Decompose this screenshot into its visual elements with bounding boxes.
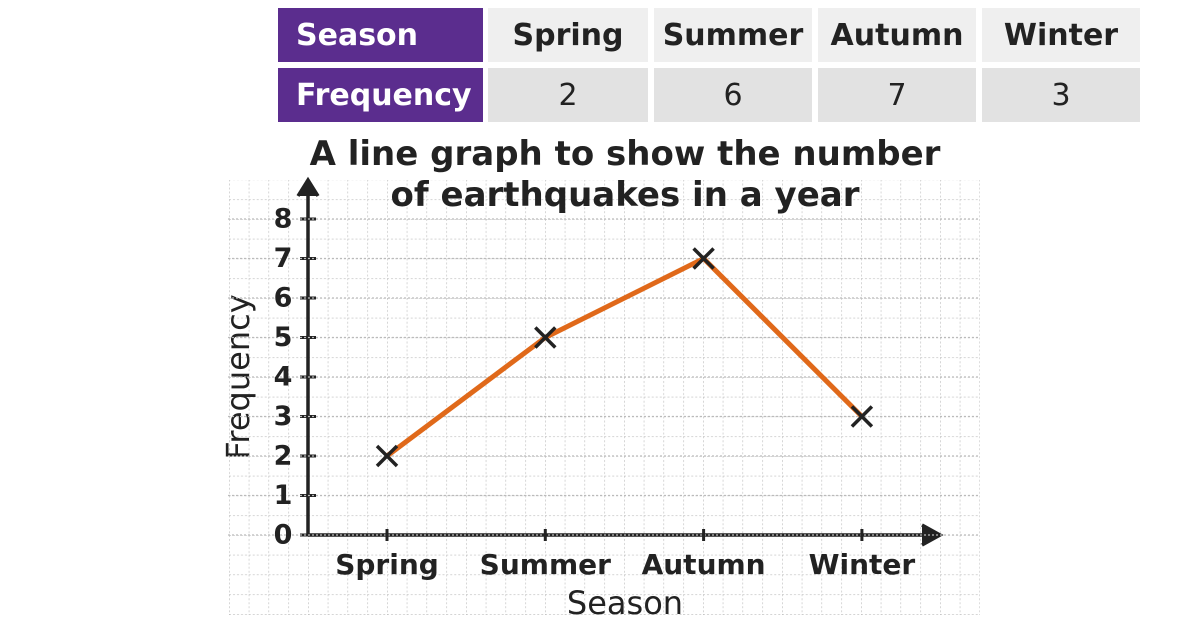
data-point [534,326,557,349]
data-point [692,247,715,270]
table-cell: 2 [488,68,648,122]
table-cell: 7 [818,68,976,122]
x-axis-label: Season [567,584,683,622]
axes [296,176,944,547]
table-cell: 6 [654,68,812,122]
x-tick-label: Autumn [642,548,766,581]
y-tick-label: 1 [274,480,293,511]
grid-pattern [228,180,980,615]
y-tick-label: 7 [274,243,293,274]
data-point [850,405,874,428]
data-line [385,255,864,459]
x-tick-label: Summer [480,548,611,581]
y-tick-label: 6 [274,283,293,314]
y-tick-label: 2 [274,441,293,472]
table-cell: Winter [982,8,1140,62]
table-cell: Season [278,8,483,62]
x-tick-label: Spring [335,548,439,581]
y-tick-label: 0 [274,520,293,551]
chart-title: A line graph to show the number of earth… [309,134,941,215]
x-tick-label: Winter [809,548,916,581]
y-tick-label: 3 [274,401,293,432]
data-point [375,444,399,468]
table-cell: Autumn [818,8,976,62]
table-cell: Spring [488,8,648,62]
table-cell: 3 [982,68,1140,122]
table-cell: Frequency [278,68,483,122]
y-tick-label: 8 [274,204,293,235]
table-cell: Summer [654,8,812,62]
y-tick-label: 4 [274,362,293,393]
y-tick-label: 5 [274,322,293,353]
